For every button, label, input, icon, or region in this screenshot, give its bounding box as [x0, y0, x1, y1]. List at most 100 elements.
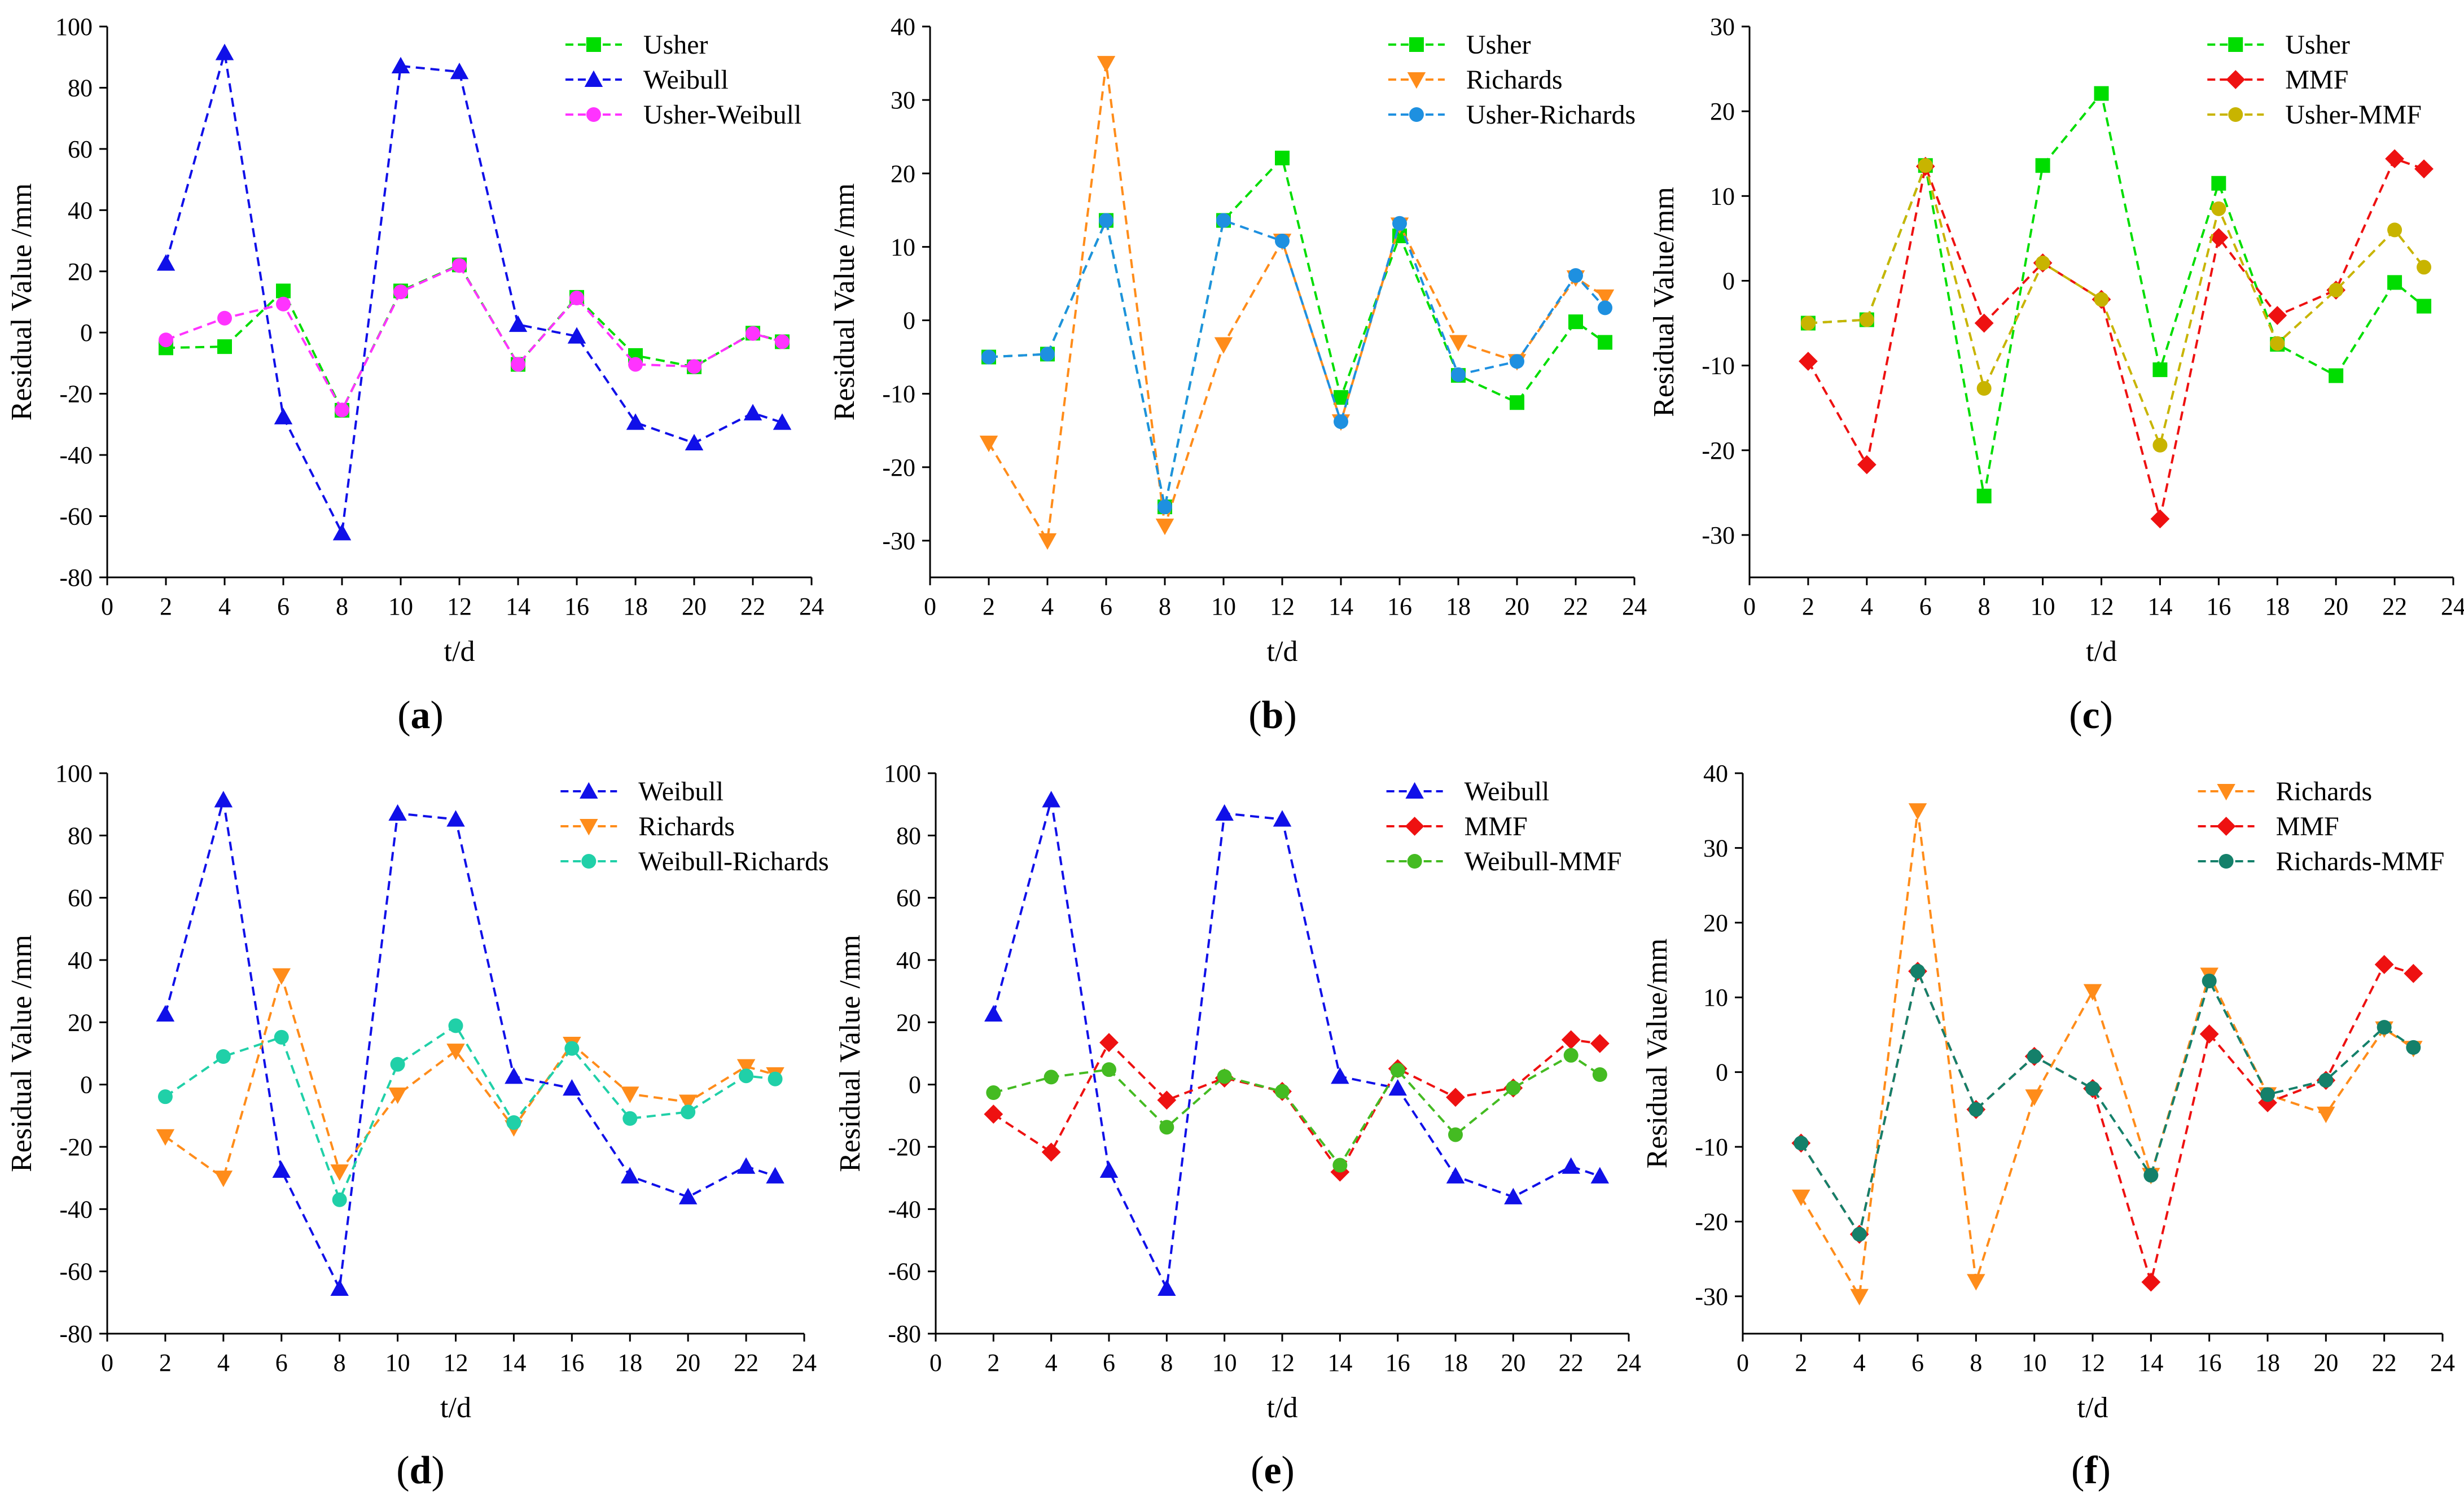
x-tick-label: 6 — [1911, 1349, 1924, 1377]
series-line — [1800, 967, 2414, 1238]
data-point — [217, 339, 232, 354]
data-point — [981, 349, 996, 365]
data-point — [2211, 176, 2226, 191]
data-point — [2417, 260, 2432, 275]
series-richards — [1792, 803, 2423, 1306]
panel-label-open: ( — [397, 694, 410, 737]
data-point — [2385, 149, 2404, 169]
y-tick-label: 0 — [80, 1071, 93, 1099]
x-tick-label: 20 — [1505, 593, 1529, 620]
data-point — [1448, 1127, 1463, 1142]
data-point — [736, 1059, 756, 1076]
x-tick-label: 24 — [799, 593, 824, 620]
data-point — [1099, 1161, 1119, 1178]
data-point — [1918, 158, 1933, 173]
data-point — [2035, 255, 2050, 270]
series-usher — [159, 257, 790, 418]
data-point — [567, 327, 586, 344]
data-point — [2406, 1040, 2421, 1055]
series-line — [164, 1024, 775, 1203]
legend-marker — [1407, 854, 1422, 869]
legend-label: Weibull — [638, 777, 724, 807]
y-tick-label: -10 — [882, 380, 915, 408]
x-tick-label: 20 — [676, 1349, 700, 1377]
x-tick-label: 0 — [101, 1349, 113, 1377]
y-tick-label: 100 — [55, 760, 93, 787]
legend-item: Richards — [560, 812, 735, 842]
data-point — [1275, 150, 1290, 165]
x-tick-label: 20 — [2313, 1349, 2338, 1377]
panel-label-letter: b — [1262, 694, 1284, 737]
data-point — [391, 56, 410, 73]
data-point — [216, 1049, 231, 1064]
legend-marker — [1409, 107, 1424, 122]
data-point — [2035, 158, 2050, 173]
y-tick-label: 40 — [891, 13, 915, 41]
data-point — [1451, 367, 1466, 382]
data-point — [446, 810, 465, 827]
data-point — [156, 1129, 175, 1146]
data-point — [1598, 300, 1612, 315]
data-point — [1446, 1088, 1465, 1107]
series-usher-mmf — [1800, 158, 2432, 453]
series-line — [993, 1054, 1601, 1168]
panel-label-open: ( — [1251, 1449, 1264, 1492]
x-tick-label: 16 — [559, 1349, 584, 1377]
y-tick-label: 80 — [68, 822, 93, 849]
data-point — [1974, 313, 1994, 333]
x-tick-label: 10 — [388, 593, 413, 620]
data-point — [2270, 336, 2285, 351]
data-point — [766, 1167, 784, 1184]
data-point — [215, 43, 234, 60]
x-tick-label: 22 — [2372, 1349, 2397, 1377]
data-point — [276, 296, 291, 312]
x-tick-label: 10 — [2031, 593, 2055, 620]
data-point — [2083, 984, 2102, 1001]
legend-marker — [586, 107, 601, 122]
data-point — [2374, 955, 2394, 974]
legend: Weibull MMF Weibull-MMF — [1386, 777, 1621, 876]
y-tick-label: 60 — [896, 884, 921, 912]
x-tick-label: 20 — [682, 593, 707, 620]
data-point — [2085, 1081, 2100, 1096]
data-point — [746, 326, 760, 341]
data-point — [388, 1087, 407, 1105]
data-point — [332, 524, 352, 541]
data-point — [159, 332, 173, 348]
x-axis-title: t/d — [444, 636, 475, 668]
y-axis-title: Residual Value /mm — [828, 183, 861, 421]
panel-label-letter: d — [410, 1449, 432, 1492]
legend-item: Usher — [2207, 30, 2350, 60]
data-point — [335, 402, 349, 418]
series-mmf — [984, 1030, 1610, 1182]
series-weibull-mmf — [986, 1048, 1607, 1173]
x-tick-label: 10 — [2022, 1349, 2047, 1377]
x-tick-label: 18 — [623, 593, 648, 620]
x-tick-label: 20 — [1501, 1349, 1525, 1377]
data-point — [1158, 499, 1172, 515]
y-tick-label: -20 — [59, 380, 93, 408]
x-tick-label: 22 — [1559, 1349, 1584, 1377]
x-tick-label: 14 — [501, 1349, 526, 1377]
data-point — [1595, 289, 1615, 306]
data-point — [214, 1171, 233, 1187]
x-tick-label: 18 — [1446, 593, 1471, 620]
legend-marker — [586, 37, 601, 52]
data-point — [2387, 222, 2402, 238]
data-point — [1042, 791, 1060, 808]
x-tick-label: 8 — [1978, 593, 1991, 620]
data-point — [685, 433, 704, 450]
legend-item: Weibull — [565, 65, 729, 95]
chart-panel-e: 0 2 4 6 8 10 12 14 16 18 20 22 24-80-60-40-200204060… — [834, 760, 1641, 1424]
legend-item: Weibull — [1386, 777, 1549, 807]
panel-label-open: ( — [1248, 694, 1261, 737]
data-point — [2152, 362, 2168, 378]
y-axis-title: Residual Value /mm — [6, 183, 38, 421]
x-axis-title: t/d — [440, 1392, 471, 1424]
x-tick-label: 12 — [2080, 1349, 2105, 1377]
legend-marker — [1405, 817, 1424, 836]
data-point — [621, 1086, 639, 1103]
x-tick-label: 10 — [385, 1349, 410, 1377]
legend-item: Usher — [565, 30, 708, 60]
data-point — [678, 1187, 698, 1204]
